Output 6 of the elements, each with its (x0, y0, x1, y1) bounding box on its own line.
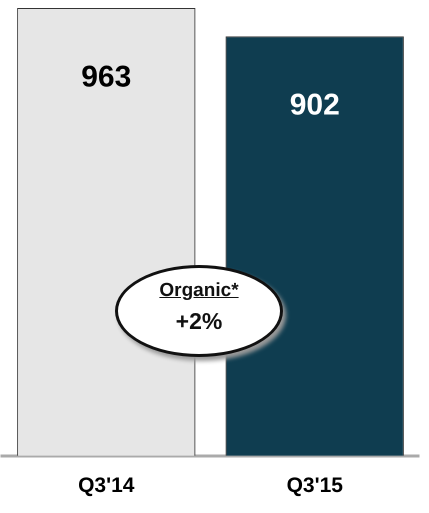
x-tick-label: Q3'15 (286, 474, 344, 498)
annotation: +2% (174, 308, 224, 335)
data-label: 902 (290, 88, 340, 122)
annotation: Organic* (158, 280, 240, 302)
x-tick-label: Q3'14 (78, 474, 135, 498)
data-label: 963 (81, 60, 132, 94)
